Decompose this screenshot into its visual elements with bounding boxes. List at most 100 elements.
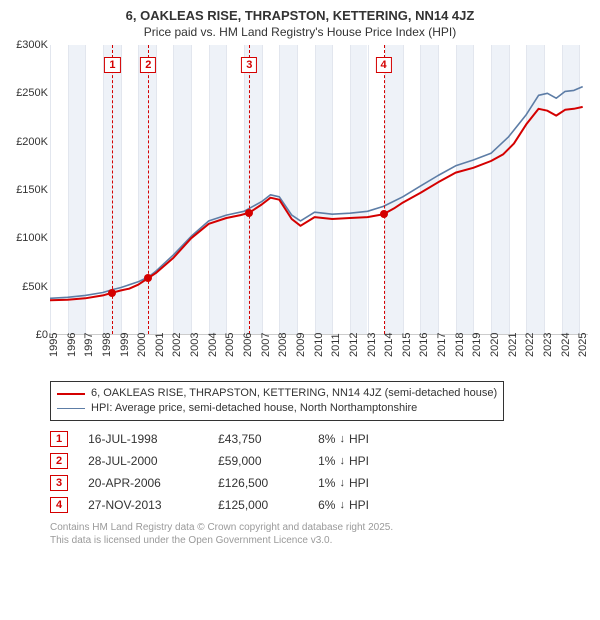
- x-axis-label: 1997: [83, 333, 95, 357]
- y-axis: £0£50K£100K£150K£200K£250K£300K: [12, 45, 50, 335]
- event-price: £126,500: [218, 476, 298, 490]
- x-axis-label: 2016: [418, 333, 430, 357]
- sale-marker-tag: 2: [140, 57, 156, 73]
- x-axis-label: 2010: [313, 333, 325, 357]
- arrow-down-icon: ↓: [339, 477, 345, 489]
- event-diff: 8% ↓ HPI: [318, 432, 388, 446]
- events-table: 1 16-JUL-1998 £43,750 8% ↓ HPI 2 28-JUL-2000 £59…: [50, 431, 588, 513]
- sale-marker-line: [148, 45, 149, 334]
- event-diff-pct: 6%: [318, 498, 335, 512]
- legend-label: 6, OAKLEAS RISE, THRAPSTON, KETTERING, N…: [91, 386, 497, 401]
- event-date: 28-JUL-2000: [88, 454, 198, 468]
- x-axis-label: 1998: [101, 333, 113, 357]
- sale-marker-dot: [245, 209, 253, 217]
- sale-marker-tag: 4: [375, 57, 391, 73]
- event-price: £59,000: [218, 454, 298, 468]
- x-axis-label: 2025: [577, 333, 589, 357]
- plot-area: 1 2 3 4: [50, 45, 588, 335]
- event-diff: 1% ↓ HPI: [318, 454, 388, 468]
- series-hpi-line: [50, 87, 583, 299]
- y-axis-label: £100K: [16, 232, 48, 244]
- x-axis-label: 2020: [489, 333, 501, 357]
- sale-marker-dot: [144, 274, 152, 282]
- x-axis-label: 1995: [48, 333, 60, 357]
- legend-label: HPI: Average price, semi-detached house,…: [91, 401, 417, 416]
- y-axis-label: £300K: [16, 39, 48, 51]
- footer-line: This data is licensed under the Open Gov…: [50, 534, 588, 547]
- x-axis-label: 2007: [260, 333, 272, 357]
- x-axis-label: 2008: [277, 333, 289, 357]
- event-diff-pct: 1%: [318, 454, 335, 468]
- sale-marker-tag: 1: [104, 57, 120, 73]
- footer-attribution: Contains HM Land Registry data © Crown c…: [50, 521, 588, 547]
- event-price: £43,750: [218, 432, 298, 446]
- x-axis-label: 2022: [524, 333, 536, 357]
- sale-marker-line: [249, 45, 250, 334]
- x-axis-label: 2003: [189, 333, 201, 357]
- x-axis-label: 2021: [507, 333, 519, 357]
- event-id-box: 3: [50, 475, 68, 491]
- x-axis-label: 2024: [560, 333, 572, 357]
- x-axis-label: 2018: [454, 333, 466, 357]
- x-axis-label: 2017: [436, 333, 448, 357]
- event-diff-vs: HPI: [349, 476, 369, 490]
- event-diff-pct: 1%: [318, 476, 335, 490]
- sale-marker-tag: 3: [241, 57, 257, 73]
- x-axis-label: 1999: [119, 333, 131, 357]
- y-axis-label: £150K: [16, 184, 48, 196]
- event-diff: 1% ↓ HPI: [318, 476, 388, 490]
- chart-title: 6, OAKLEAS RISE, THRAPSTON, KETTERING, N…: [12, 8, 588, 23]
- x-axis-label: 2000: [136, 333, 148, 357]
- legend-item: 6, OAKLEAS RISE, THRAPSTON, KETTERING, N…: [57, 386, 497, 401]
- sale-marker-dot: [380, 210, 388, 218]
- sale-marker-line: [384, 45, 385, 334]
- legend-item: HPI: Average price, semi-detached house,…: [57, 401, 497, 416]
- event-diff-pct: 8%: [318, 432, 335, 446]
- event-diff-vs: HPI: [349, 454, 369, 468]
- x-axis-label: 2009: [295, 333, 307, 357]
- event-date: 20-APR-2006: [88, 476, 198, 490]
- event-date: 16-JUL-1998: [88, 432, 198, 446]
- arrow-down-icon: ↓: [339, 433, 345, 445]
- x-axis-label: 2005: [224, 333, 236, 357]
- event-price: £125,000: [218, 498, 298, 512]
- chart-subtitle: Price paid vs. HM Land Registry's House …: [12, 25, 588, 39]
- x-axis-label: 2015: [401, 333, 413, 357]
- event-diff-vs: HPI: [349, 432, 369, 446]
- x-axis-label: 2012: [348, 333, 360, 357]
- y-axis-label: £50K: [22, 281, 48, 293]
- arrow-down-icon: ↓: [339, 455, 345, 467]
- event-date: 27-NOV-2013: [88, 498, 198, 512]
- footer-line: Contains HM Land Registry data © Crown c…: [50, 521, 588, 534]
- y-axis-label: £200K: [16, 136, 48, 148]
- x-axis-label: 2013: [366, 333, 378, 357]
- event-id-box: 2: [50, 453, 68, 469]
- series-property-line: [50, 107, 583, 300]
- event-row: 3 20-APR-2006 £126,500 1% ↓ HPI: [50, 475, 588, 491]
- event-id-box: 4: [50, 497, 68, 513]
- event-diff-vs: HPI: [349, 498, 369, 512]
- x-axis-label: 2004: [207, 333, 219, 357]
- event-row: 1 16-JUL-1998 £43,750 8% ↓ HPI: [50, 431, 588, 447]
- arrow-down-icon: ↓: [339, 499, 345, 511]
- chart-area: £0£50K£100K£150K£200K£250K£300K 1234 199…: [12, 45, 588, 375]
- x-axis: 1995199619971998199920002001200220032004…: [50, 337, 588, 375]
- y-axis-label: £0: [36, 329, 48, 341]
- legend: 6, OAKLEAS RISE, THRAPSTON, KETTERING, N…: [50, 381, 504, 421]
- x-axis-label: 2019: [471, 333, 483, 357]
- event-diff: 6% ↓ HPI: [318, 498, 388, 512]
- line-layer: [50, 45, 588, 335]
- legend-swatch: [57, 393, 85, 395]
- x-axis-label: 2002: [171, 333, 183, 357]
- x-axis-label: 2011: [330, 333, 342, 357]
- event-id-box: 1: [50, 431, 68, 447]
- x-axis-label: 2001: [154, 333, 166, 357]
- x-axis-label: 1996: [66, 333, 78, 357]
- x-axis-label: 2006: [242, 333, 254, 357]
- sale-marker-dot: [108, 289, 116, 297]
- event-row: 2 28-JUL-2000 £59,000 1% ↓ HPI: [50, 453, 588, 469]
- legend-swatch: [57, 408, 85, 409]
- x-axis-label: 2014: [383, 333, 395, 357]
- x-axis-label: 2023: [542, 333, 554, 357]
- event-row: 4 27-NOV-2013 £125,000 6% ↓ HPI: [50, 497, 588, 513]
